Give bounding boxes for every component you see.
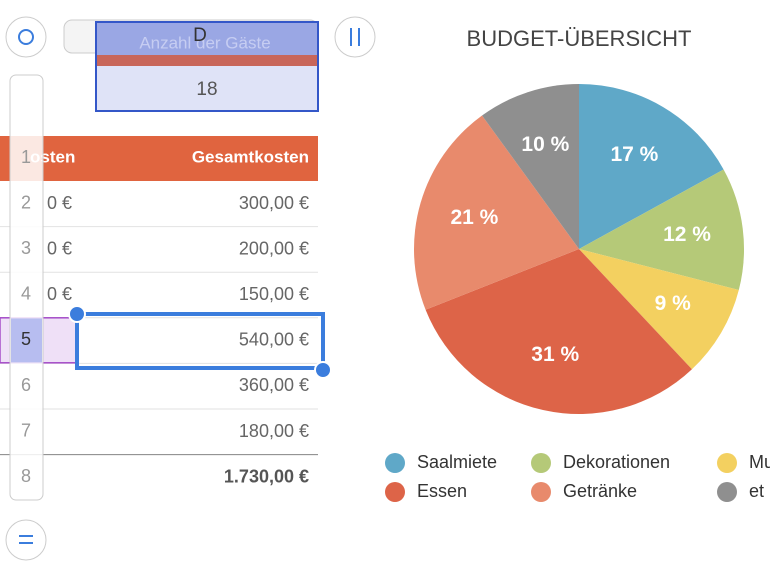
legend-swatch [531,482,551,502]
legend-label: Dekorationen [563,452,670,472]
cell[interactable]: 0 € [47,284,72,304]
column-letter: D [193,25,207,46]
select-icon [18,29,34,45]
row-number-selected [11,318,42,363]
pie-slice[interactable] [425,249,692,414]
row-number[interactable]: 1 [21,147,31,167]
field-value: 18 [196,79,217,100]
legend-swatch [385,453,405,473]
table-header-bar [0,136,318,181]
slice-label: 31 % [531,343,579,366]
slice-label: 12 % [663,223,711,246]
select-button[interactable] [5,16,47,58]
legend-label: et [749,481,764,501]
pie-slice[interactable] [482,84,579,249]
row-number[interactable]: 3 [21,238,31,258]
cell[interactable]: 0 € [47,238,72,258]
chart-title: BUDGET-ÜBERSICHT [467,26,692,51]
legend-swatch [717,482,737,502]
pie-slice[interactable] [579,169,744,291]
slice-label: 17 % [610,143,658,166]
slice-label: 10 % [521,133,569,156]
row-number[interactable]: 5 [21,329,31,349]
column-popup-strip [97,55,317,66]
pie-slice[interactable] [413,115,579,310]
legend-label: Mu [749,452,770,472]
legend-label: Getränke [563,481,637,501]
cell[interactable]: 0 € [47,193,72,213]
legend-label: Essen [417,481,467,501]
pause-button[interactable] [334,16,376,58]
selection-handle[interactable] [68,305,86,323]
total-cell[interactable]: 1.730,00 € [224,466,309,486]
pie-slice[interactable] [579,84,724,249]
legend-label: Saalmiete [417,452,497,472]
slice-label: 9 % [655,292,692,315]
row-number[interactable]: 7 [21,420,31,440]
row-number[interactable]: 4 [21,284,31,304]
cell-selection [75,312,325,370]
equals-button[interactable] [5,519,47,561]
row-number-strip [9,74,44,501]
cell[interactable]: 540,00 € [239,330,309,350]
cell[interactable]: 200,00 € [239,238,309,258]
legend-swatch [717,453,737,473]
field-label: Anzahl der Gäste [139,33,270,52]
cell[interactable]: 150,00 € [239,284,309,304]
legend-swatch [385,482,405,502]
pie-slice[interactable] [579,249,739,370]
cell[interactable]: 180,00 € [239,421,309,441]
cell[interactable]: 360,00 € [239,375,309,395]
slice-label: 21 % [450,206,498,229]
cell[interactable]: 300,00 € [239,193,309,213]
legend-swatch [531,453,551,473]
row-number[interactable]: 2 [21,192,31,212]
selection-handle[interactable] [314,361,332,379]
header-cell: Gesamtkosten [192,147,309,166]
row-number[interactable]: 6 [21,375,31,395]
row-number[interactable]: 8 [21,466,31,486]
